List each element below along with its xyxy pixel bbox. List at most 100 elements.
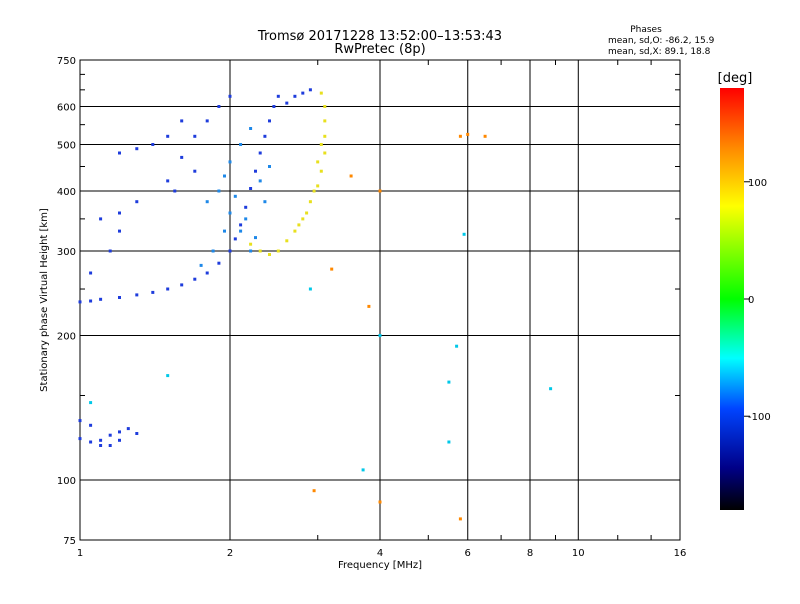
data-point: [316, 184, 320, 188]
data-point: [193, 134, 197, 138]
data-point: [173, 189, 177, 193]
data-point: [254, 236, 257, 240]
chart-title: Tromsø 20171228 13:52:00–13:53:43: [257, 29, 502, 44]
data-point: [166, 287, 170, 291]
data-point: [272, 105, 276, 108]
chart-subtitle: RwPretec (8p): [334, 42, 425, 57]
data-point: [268, 165, 271, 168]
data-point: [268, 253, 271, 256]
data-point: [301, 217, 305, 221]
colorbar-tick-label: 0: [748, 295, 754, 306]
grid: [80, 60, 680, 540]
data-point: [458, 134, 462, 138]
data-point: [199, 263, 203, 267]
data-point: [239, 223, 243, 227]
y-tick-label: 200: [57, 332, 76, 343]
data-point: [323, 134, 327, 138]
data-point: [308, 200, 312, 204]
data-point: [78, 419, 82, 423]
data-point: [297, 223, 301, 227]
data-point: [118, 151, 121, 155]
data-point: [205, 119, 209, 123]
data-point: [99, 297, 103, 301]
data-point: [312, 189, 316, 193]
data-point: [447, 440, 451, 444]
data-point: [233, 194, 237, 198]
data-point: [466, 132, 470, 136]
y-tick-label: 100: [57, 476, 76, 487]
data-point: [330, 267, 334, 271]
data-point: [239, 143, 243, 146]
data-point: [285, 239, 289, 243]
y-tick-label: 750: [57, 56, 76, 67]
data-point: [361, 468, 365, 472]
data-point: [99, 217, 103, 221]
x-axis-ticks: 1 2 4 6 8 10 16: [77, 60, 687, 559]
data-point: [263, 200, 267, 204]
data-point: [89, 299, 93, 303]
data-point: [180, 155, 184, 159]
data-point: [118, 438, 121, 442]
x-tick-label: 8: [527, 548, 533, 559]
data-point: [118, 430, 121, 434]
data-point: [228, 94, 232, 98]
data-point: [193, 277, 197, 281]
data-point: [99, 438, 103, 442]
data-point: [316, 160, 320, 164]
data-point: [118, 229, 121, 233]
data-point: [549, 387, 553, 391]
data-point: [249, 242, 253, 246]
data-point: [293, 229, 297, 233]
plot-frame: [79, 59, 681, 541]
data-point: [78, 300, 82, 304]
data-point: [89, 401, 93, 405]
y-tick-label: 300: [57, 247, 76, 258]
y-tick-label: 600: [57, 103, 76, 114]
phases-line-o: mean, sd,O: -86.2, 15.9: [608, 36, 715, 46]
data-point: [118, 211, 121, 215]
x-tick-label: 10: [572, 548, 585, 559]
colorbar: [720, 88, 744, 510]
data-point: [135, 147, 139, 151]
data-point: [285, 101, 289, 105]
y-axis-label: Stationary phase Virtual Height [km]: [39, 208, 50, 392]
data-point: [349, 174, 353, 178]
data-point: [254, 169, 257, 173]
data-point: [239, 229, 243, 233]
data-point: [323, 151, 327, 155]
data-point: [135, 200, 139, 204]
data-point: [319, 91, 323, 95]
data-point: [228, 160, 232, 164]
data-point: [301, 91, 305, 95]
data-point: [223, 229, 226, 233]
data-point: [89, 423, 93, 427]
data-point: [217, 189, 221, 193]
x-tick-label: 6: [465, 548, 471, 559]
data-point: [108, 444, 112, 447]
data-point: [305, 211, 309, 215]
data-point: [268, 119, 271, 123]
data-point: [108, 249, 112, 253]
data-point: [367, 304, 371, 308]
data-point: [151, 143, 155, 146]
data-point: [308, 88, 312, 92]
data-point: [458, 517, 462, 521]
data-point: [217, 105, 221, 108]
x-tick-label: 2: [227, 548, 233, 559]
data-point: [249, 249, 253, 253]
data-point: [126, 427, 130, 431]
data-point: [244, 205, 248, 209]
colorbar-ticks: 100 0 -100: [744, 178, 771, 423]
x-tick-label: 16: [674, 548, 687, 559]
data-point: [455, 344, 459, 348]
data-points: [78, 88, 553, 521]
data-point: [308, 287, 312, 291]
y-tick-label: 500: [57, 141, 76, 152]
data-point: [319, 169, 323, 173]
data-point: [276, 94, 280, 98]
data-point: [228, 211, 232, 215]
colorbar-label: [deg]: [718, 71, 753, 86]
data-point: [180, 119, 184, 123]
data-point: [249, 127, 253, 130]
